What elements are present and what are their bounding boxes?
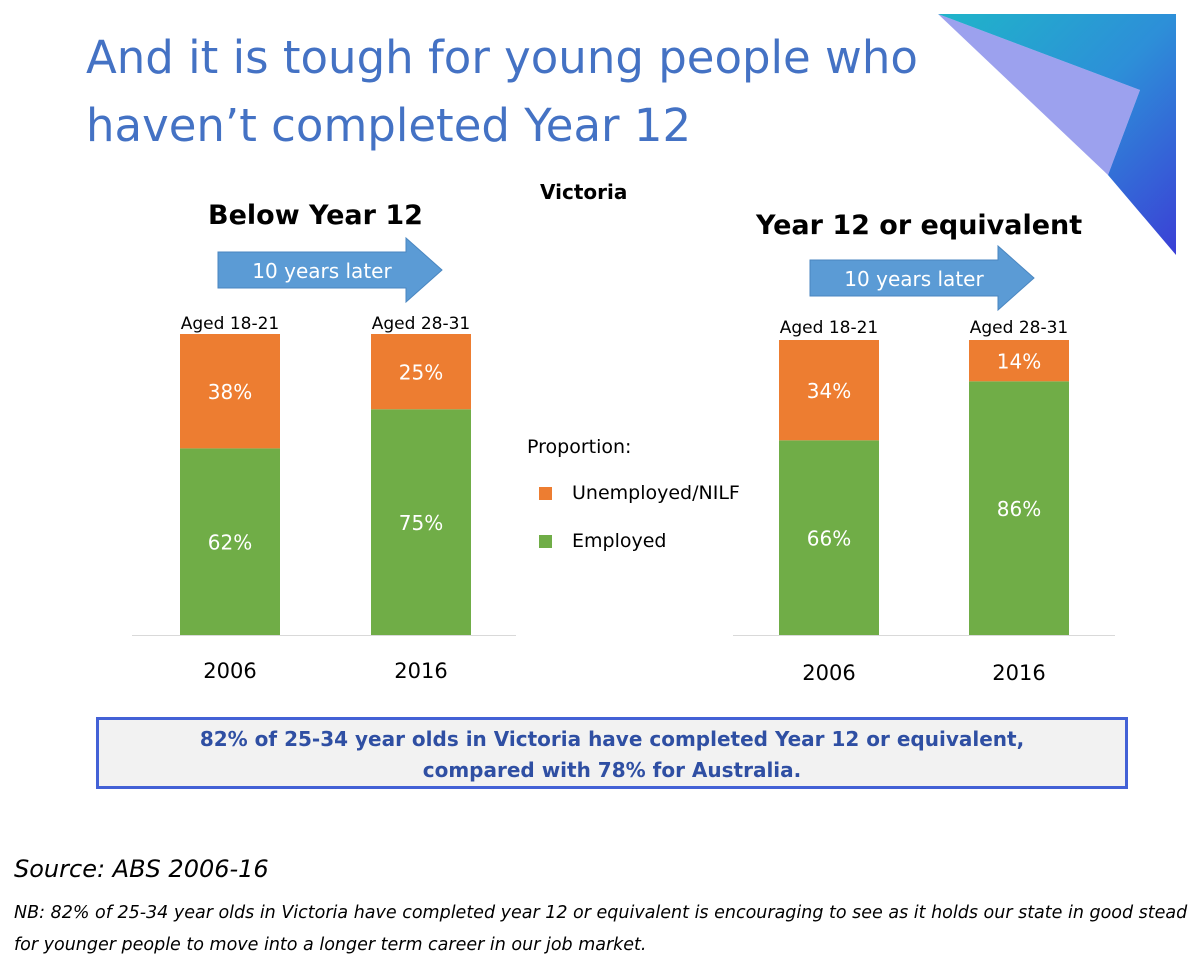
legend-swatch-employed [539, 534, 552, 548]
bar-employed-2016 [371, 409, 471, 635]
data-label-unemployed-nilf-2016: 25% [399, 361, 443, 385]
legend-item-employed: Employed [527, 528, 740, 554]
x-tick-label-2016: 2016 [992, 661, 1045, 685]
callout-box: 82% of 25-34 year olds in Victoria have … [96, 717, 1128, 789]
bar-unemployed-nilf-2006 [779, 340, 879, 441]
data-label-unemployed-nilf-2006: 34% [807, 379, 851, 403]
data-label-unemployed-nilf-2016: 14% [997, 350, 1041, 374]
x-tick-label-2016: 2016 [394, 659, 447, 683]
arrow-10-years-later-right: 10 years later [809, 244, 1035, 312]
chart-2: 66% 34% Aged 18-21 2006 86% 14% Aged 28-31 2016 [733, 318, 1115, 685]
x-tick-label-2006: 2006 [203, 659, 256, 683]
title-line-1: And it is tough for young people who [86, 31, 918, 84]
callout-line-1: 82% of 25-34 year olds in Victoria have … [199, 727, 1025, 751]
bar-unemployed-nilf-2016 [371, 334, 471, 410]
data-label-employed-2006: 62% [208, 531, 252, 555]
stacked-bar-charts: 62% 38% Aged 18-21 2006 75% 25% Aged 28-31 2016… [132, 314, 1115, 685]
source-text: Source: ABS 2006-16 [14, 855, 269, 883]
x-tick-label-2006: 2006 [802, 661, 855, 685]
corner-decoration [938, 14, 1176, 255]
legend-title: Proportion: [527, 436, 632, 458]
bar-age-label-2016: Aged 28-31 [970, 318, 1068, 338]
bar-unemployed-nilf-2016 [969, 340, 1069, 382]
data-label-employed-2016: 86% [997, 497, 1041, 521]
bar-employed-2006 [180, 448, 280, 635]
arrow-label-left: 10 years later [252, 259, 392, 283]
note-text: NB: 82% of 25-34 year olds in Victoria h… [14, 903, 1188, 955]
panel-heading-below-year-12: Below Year 12 [208, 200, 423, 231]
title-line-2: haven’t completed Year 12 [86, 99, 692, 152]
region-label: Victoria [540, 180, 628, 204]
arrow-10-years-later-left: 10 years later [217, 236, 443, 304]
legend-label-unemployed: Unemployed/NILF [572, 482, 740, 504]
data-label-unemployed-nilf-2006: 38% [208, 380, 252, 404]
legend-swatch-unemployed [539, 486, 552, 500]
callout-line-2: compared with 78% for Australia. [422, 758, 802, 782]
data-label-employed-2016: 75% [399, 511, 443, 535]
slide-title: And it is tough for young people who hav… [86, 24, 986, 160]
bar-age-label-2016: Aged 28-31 [372, 314, 470, 334]
data-label-employed-2006: 66% [807, 527, 851, 551]
bar-employed-2006 [779, 440, 879, 635]
arrow-label-right: 10 years later [844, 267, 984, 291]
bar-unemployed-nilf-2006 [180, 334, 280, 449]
panel-heading-year-12: Year 12 or equivalent [756, 210, 1083, 241]
legend-label-employed: Employed [572, 530, 667, 552]
bar-age-label-2006: Aged 18-21 [780, 318, 878, 338]
legend-item-unemployed: Unemployed/NILF [527, 480, 740, 506]
chart-legend: Proportion: Unemployed/NILF Employed [527, 436, 740, 576]
bar-age-label-2006: Aged 18-21 [181, 314, 279, 334]
chart-1: 62% 38% Aged 18-21 2006 75% 25% Aged 28-31 2016 [132, 314, 516, 683]
bar-employed-2016 [969, 381, 1069, 635]
